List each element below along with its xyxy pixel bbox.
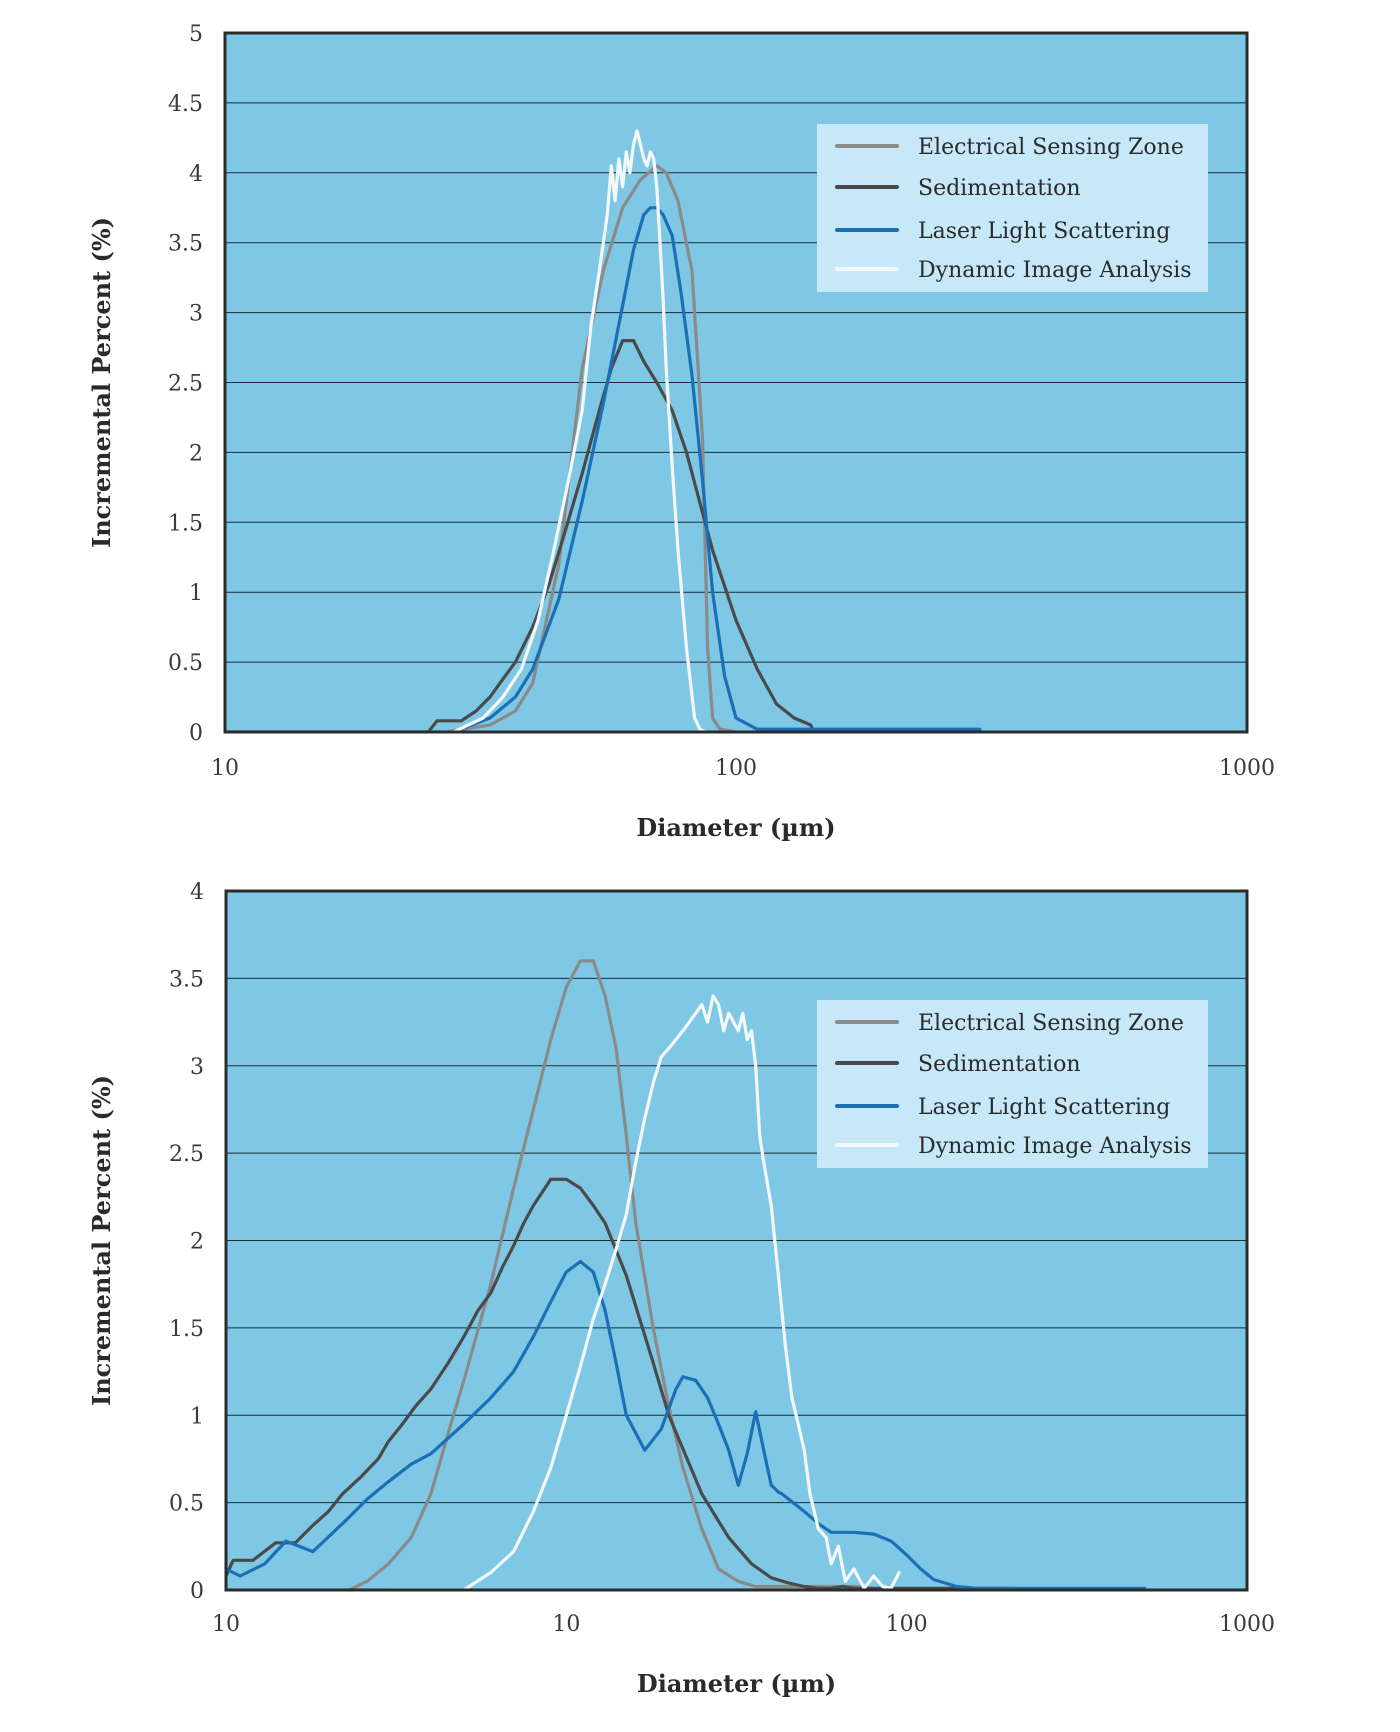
y-axis-title: Incremental Percent (%) [87, 1075, 116, 1406]
y-tick-label: 1.5 [168, 511, 203, 536]
y-tick-label: 4 [190, 880, 204, 905]
series-line-dynamic-image-analysis [225, 129, 707, 732]
y-tick-label: 0.5 [168, 651, 203, 676]
y-tick-label: 0 [190, 1579, 204, 1604]
x-tick-label: 100 [886, 1612, 928, 1637]
x-tick-label: 10 [552, 1612, 580, 1637]
y-tick-label: 1.5 [169, 1317, 204, 1342]
series-group [225, 129, 982, 732]
y-tick-label: 3.5 [168, 232, 203, 257]
y-axis-title: Incremental Percent (%) [87, 217, 116, 548]
y-tick-label: 2.5 [168, 372, 203, 397]
y-tick-label: 5 [189, 22, 203, 47]
legend-box [817, 124, 1208, 292]
series-line-sedimentation [226, 1177, 1011, 1590]
legend-box [817, 1000, 1208, 1168]
series-line-electrical-sensing-zone [225, 164, 738, 732]
legend-label-dynamic-image-analysis: Dynamic Image Analysis [918, 1134, 1192, 1159]
x-tick-label: 1000 [1219, 1612, 1275, 1637]
chart-bottom: 0 0.5 1 1.5 2 2.5 3 3.5 4 10 10 100 1000 Electrical S… [87, 880, 1275, 1698]
series-group [226, 959, 1147, 1590]
legend: Electrical Sensing Zone Sedimentation Lase… [817, 124, 1208, 292]
y-tick-label: 3 [190, 1055, 204, 1080]
y-tick-label: 2.5 [169, 1142, 204, 1167]
x-tick-label: 10 [212, 1612, 240, 1637]
x-tick-label: 1000 [1219, 756, 1275, 781]
series-line-dynamic-image-analysis [386, 994, 901, 1590]
legend-label-sedimentation: Sedimentation [918, 1052, 1081, 1077]
y-tick-label: 2 [190, 1230, 204, 1255]
y-tick-label: 3.5 [169, 967, 204, 992]
plot-frame [224, 889, 1249, 1592]
legend-label-electrical-sensing-zone: Electrical Sensing Zone [918, 135, 1184, 160]
series-line-laser-light-scattering [226, 1259, 1147, 1590]
legend-label-electrical-sensing-zone: Electrical Sensing Zone [918, 1011, 1184, 1036]
legend-label-dynamic-image-analysis: Dynamic Image Analysis [918, 258, 1192, 283]
x-tick-label: 10 [211, 756, 239, 781]
legend-label-laser-light-scattering: Laser Light Scattering [918, 1095, 1170, 1120]
y-tick-label: 3 [189, 302, 203, 327]
legend: Electrical Sensing Zone Sedimentation Lase… [817, 1000, 1208, 1168]
y-tick-label: 2 [189, 441, 203, 466]
y-tick-label: 0 [189, 721, 203, 746]
y-tick-label: 4.5 [168, 92, 203, 117]
plot-frame [223, 31, 1249, 734]
series-line-electrical-sensing-zone [347, 959, 876, 1590]
y-tick-label: 1 [189, 581, 203, 606]
y-tick-label: 1 [190, 1404, 204, 1429]
x-axis-title: Diameter (µm) [636, 813, 835, 842]
x-tick-label: 100 [715, 756, 757, 781]
y-tick-label: 4 [189, 162, 203, 187]
x-axis-title: Diameter (µm) [637, 1669, 836, 1698]
y-tick-label: 0.5 [169, 1492, 204, 1517]
legend-label-laser-light-scattering: Laser Light Scattering [918, 219, 1170, 244]
chart-top: 0 0.5 1 1.5 2 2.5 3 3.5 4 4.5 5 10 100 1000 Electrical… [87, 22, 1275, 842]
legend-label-sedimentation: Sedimentation [918, 176, 1081, 201]
